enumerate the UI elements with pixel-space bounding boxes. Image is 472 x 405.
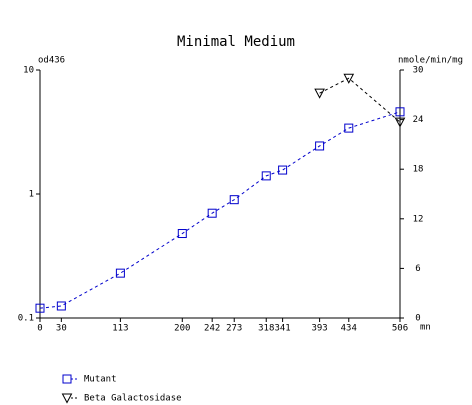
- y-tick-label: 1: [29, 190, 34, 200]
- marker: [278, 165, 288, 175]
- marker: [207, 208, 217, 218]
- legend-label: Beta Galactosidase: [84, 394, 182, 404]
- y2-tick-label: 6: [415, 264, 420, 274]
- y2-axis-label: nmole/min/mg: [398, 56, 463, 66]
- legend-label: Mutant: [84, 375, 117, 385]
- marker: [344, 123, 354, 133]
- marker: [395, 107, 405, 117]
- x-tick-label: 434: [341, 324, 357, 334]
- series-line: [319, 77, 401, 123]
- x-tick-label: 318: [258, 324, 274, 334]
- marker: [343, 73, 355, 84]
- x-tick-label: 506: [392, 324, 408, 334]
- y-axis-label: od436: [38, 56, 65, 66]
- y2-tick-label: 0: [415, 314, 420, 324]
- x-tick-label: 242: [204, 324, 220, 334]
- chart-title: Minimal Medium: [177, 34, 295, 50]
- y2-tick-label: 30: [413, 66, 424, 76]
- marker: [261, 171, 271, 181]
- y2-tick-label: 18: [413, 165, 424, 175]
- marker: [35, 303, 45, 313]
- x-axis-label: mn: [420, 323, 431, 333]
- marker: [56, 301, 66, 311]
- x-tick-label: 0: [37, 324, 42, 334]
- x-tick-label: 200: [174, 324, 190, 334]
- legend-marker: [62, 374, 72, 384]
- marker: [177, 229, 187, 239]
- marker: [314, 88, 325, 99]
- y-tick-label: 0.1: [18, 314, 34, 324]
- marker: [229, 195, 239, 205]
- y-tick-label: 10: [23, 66, 34, 76]
- marker: [115, 268, 125, 278]
- marker: [315, 141, 325, 151]
- legend-marker: [61, 393, 73, 404]
- x-tick-label: 30: [56, 324, 67, 334]
- x-tick-label: 393: [311, 324, 327, 334]
- series-line: [39, 111, 401, 309]
- x-tick-label: 341: [274, 324, 290, 334]
- marker: [394, 117, 406, 128]
- y2-tick-label: 12: [413, 214, 424, 224]
- x-tick-label: 273: [226, 324, 242, 334]
- y2-tick-label: 24: [413, 115, 424, 125]
- x-tick-label: 113: [112, 324, 128, 334]
